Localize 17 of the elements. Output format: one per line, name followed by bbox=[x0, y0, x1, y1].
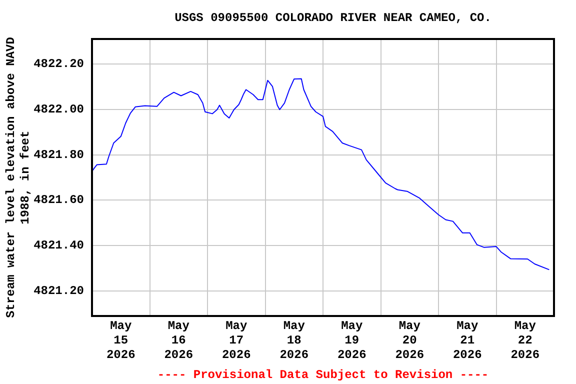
y-tick-label: 4822.00 bbox=[34, 102, 84, 116]
y-axis-title: Stream water level elevation above NAVD 1988, in feet bbox=[4, 37, 33, 318]
y-tick-label: 4821.20 bbox=[34, 284, 84, 298]
chart-title: USGS 09095500 COLORADO RIVER NEAR CAMEO, CO. bbox=[174, 11, 492, 26]
y-tick-label: 4822.20 bbox=[34, 56, 84, 71]
x-tick-label: May 16 2026 bbox=[164, 319, 194, 362]
x-tick-label: May 17 2026 bbox=[222, 319, 251, 362]
x-tick-label: May 18 2026 bbox=[280, 319, 309, 362]
x-tick-label: May 19 2026 bbox=[337, 319, 366, 362]
y-tick-label: 4821.60 bbox=[34, 193, 84, 208]
text: ---- Provisional Data Subject to Revision ---- bbox=[157, 368, 489, 382]
y-tick-label: 4821.80 bbox=[34, 148, 84, 162]
x-tick-label: May 21 2026 bbox=[452, 319, 482, 362]
x-tick-label: May 15 2026 bbox=[106, 319, 136, 362]
x-tick-label: May 20 2026 bbox=[395, 319, 424, 362]
y-tick-label: 4821.40 bbox=[34, 238, 84, 253]
x-tick-label: May 22 2026 bbox=[510, 319, 540, 362]
